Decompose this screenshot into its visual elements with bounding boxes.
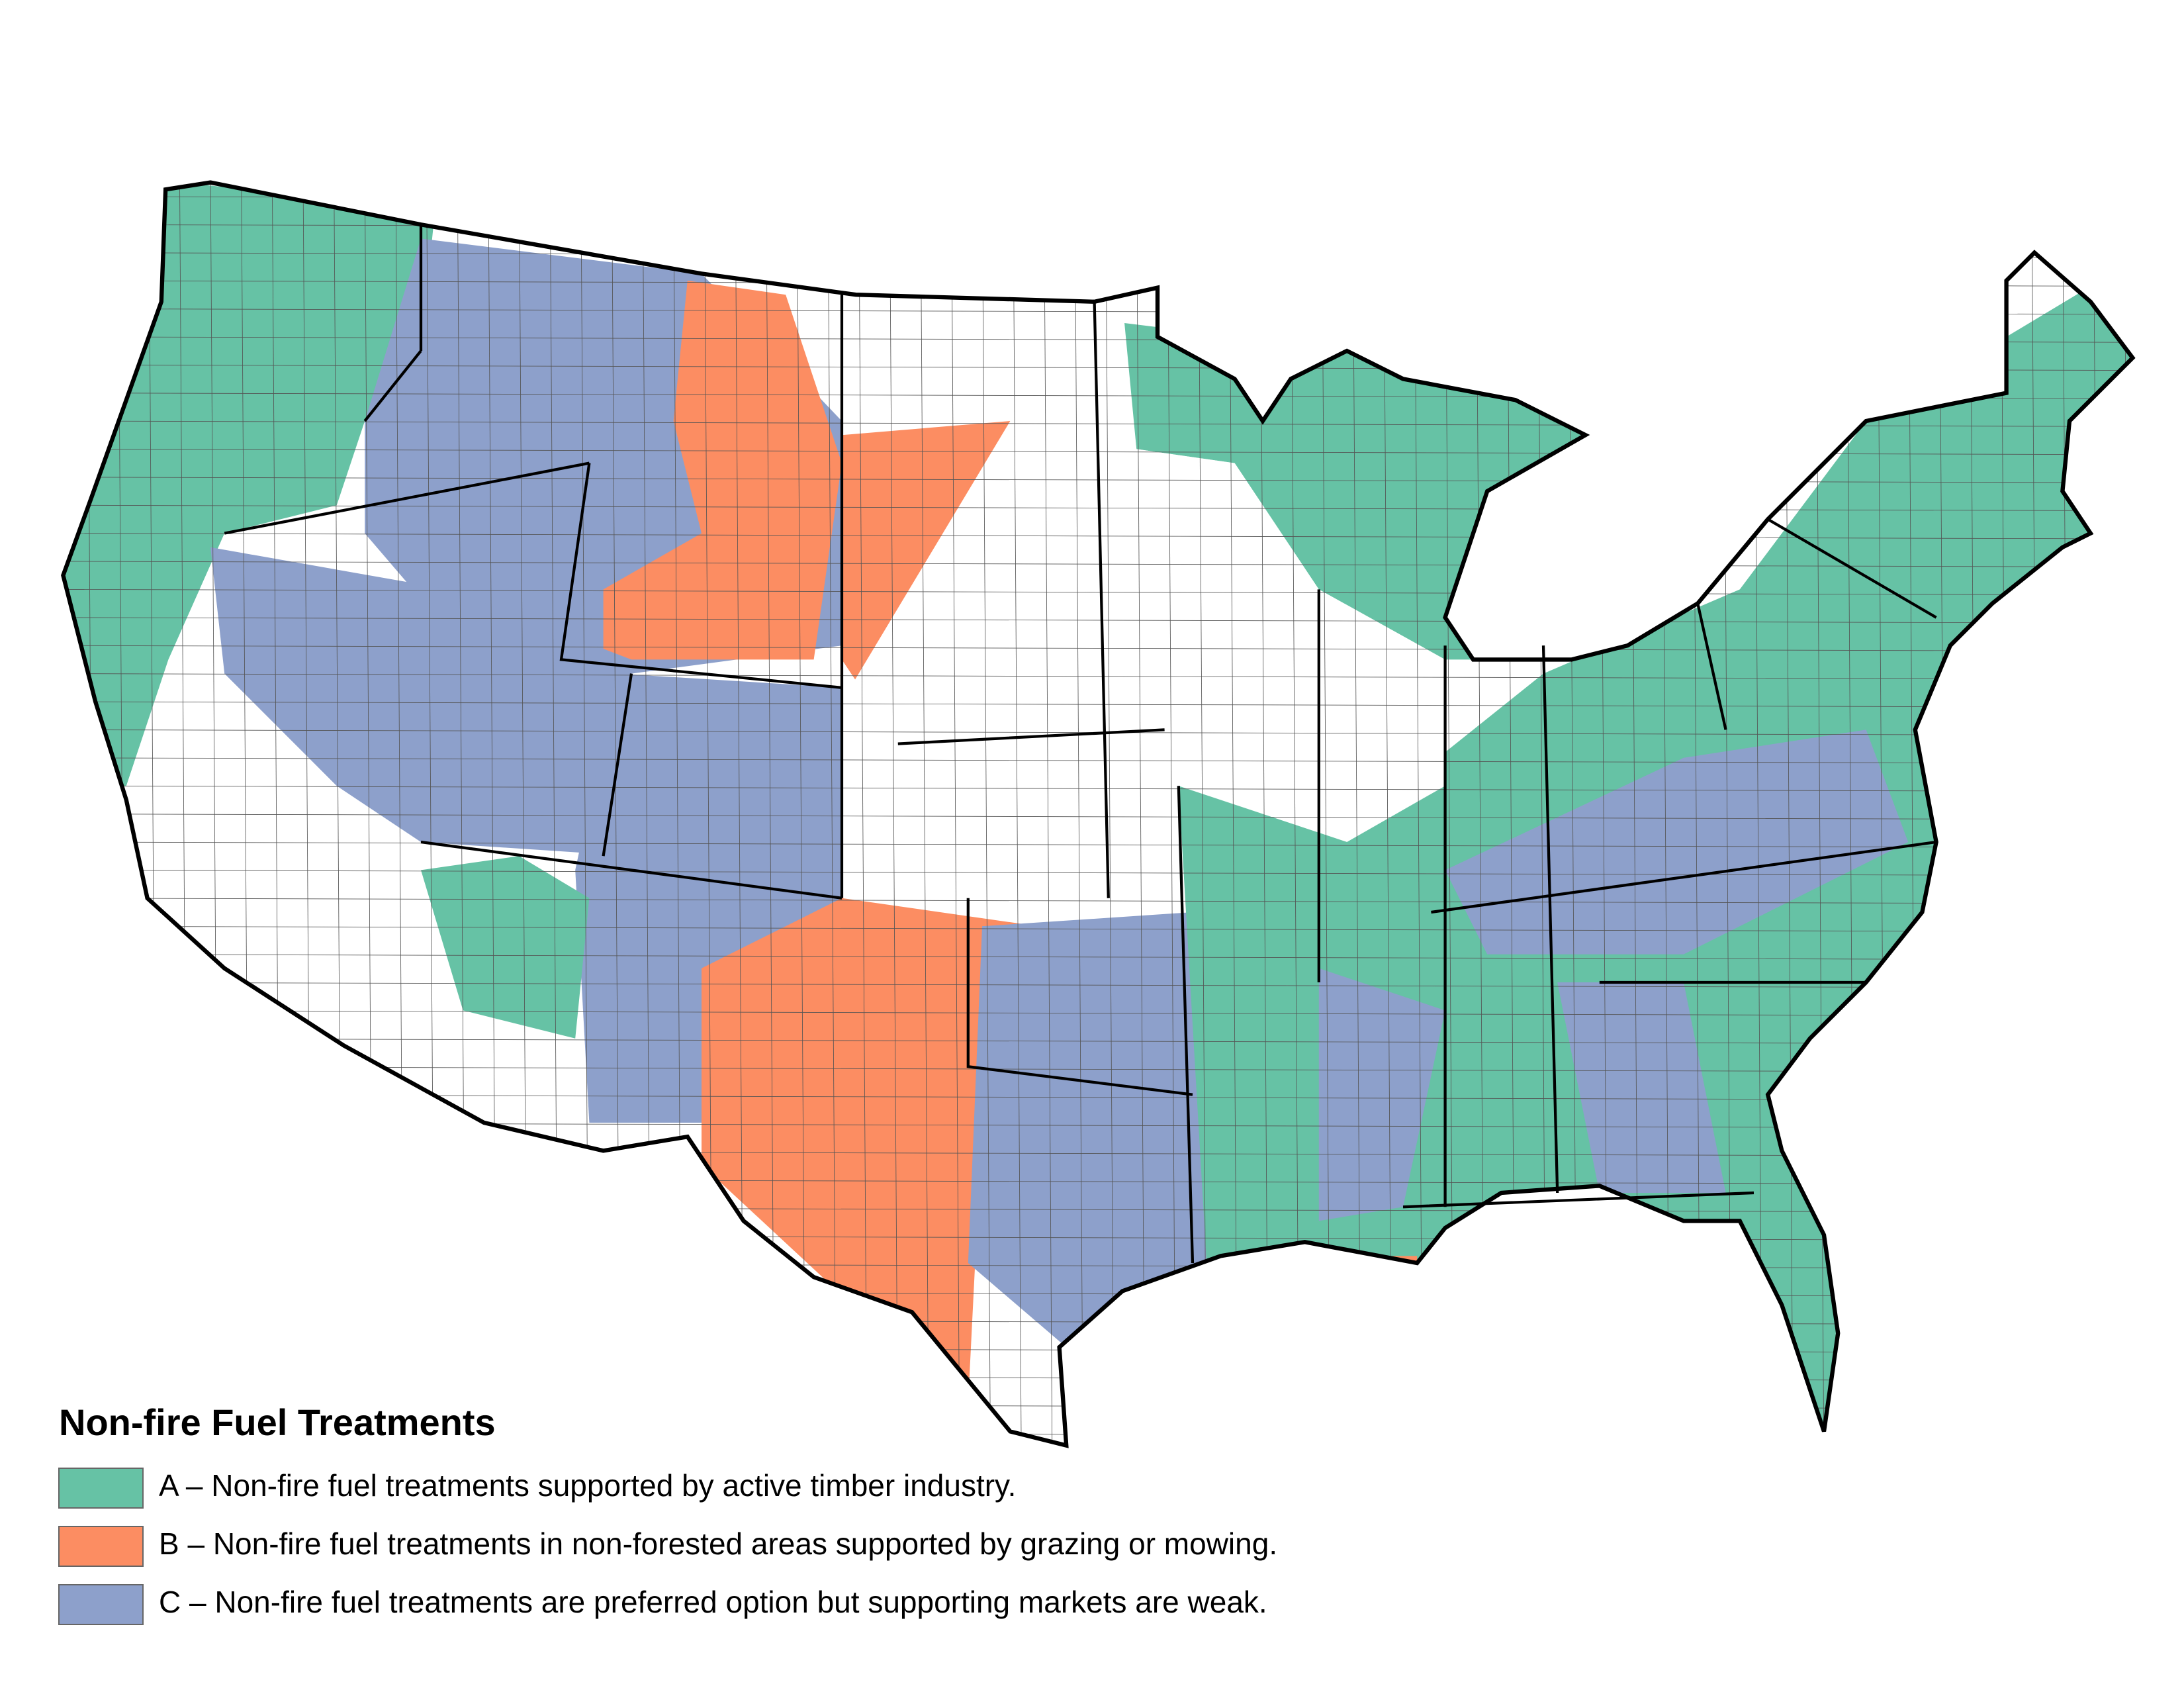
county-line — [950, 182, 960, 1446]
legend-label: B – Non-fire fuel treatments in non-fore… — [159, 1526, 1277, 1561]
county-line — [1013, 182, 1022, 1446]
county-line — [920, 182, 929, 1446]
map-region — [1318, 968, 1445, 1221]
county-line — [858, 182, 868, 1446]
map-region — [968, 912, 1207, 1348]
county-line — [1970, 182, 1979, 1446]
county-line — [1167, 182, 1176, 1446]
county-line — [63, 1375, 2133, 1382]
county-line — [63, 182, 65, 1446]
county-line — [63, 954, 2133, 961]
county-line — [1136, 182, 1146, 1446]
county-line — [56, 168, 2161, 173]
county-line — [63, 673, 2133, 680]
county-line — [63, 477, 2133, 483]
map-region — [210, 547, 631, 857]
county-line — [1198, 182, 1207, 1446]
map-region — [1557, 982, 1726, 1193]
map-region — [420, 856, 590, 1039]
county-line — [63, 588, 2133, 596]
map-region — [1445, 729, 1909, 955]
county-line — [2155, 168, 2163, 1474]
legend-title: Non-fire Fuel Treatments — [59, 1401, 496, 1443]
county-line — [63, 617, 2133, 624]
legend-label: C – Non-fire fuel treatments are preferr… — [159, 1585, 1267, 1619]
county-line — [63, 982, 2133, 988]
map-fill — [56, 168, 2163, 1474]
county-line — [1043, 182, 1053, 1446]
county-line — [63, 701, 2133, 708]
county-line — [56, 1460, 2161, 1465]
county-line — [827, 182, 837, 1446]
legend-swatch — [58, 1584, 144, 1625]
map-region — [702, 898, 1038, 1403]
legend-swatch — [58, 1526, 144, 1567]
county-line — [63, 533, 2133, 539]
county-line — [63, 196, 2133, 203]
county-line — [796, 182, 806, 1446]
map-region — [1269, 1256, 1298, 1278]
county-line — [63, 561, 2133, 567]
county-line — [117, 182, 127, 1446]
county-line — [63, 925, 2133, 933]
county-line — [1105, 182, 1115, 1446]
legend: A – Non-fire fuel treatments supported b… — [58, 1468, 1277, 1625]
map-region — [603, 280, 842, 660]
county-line — [63, 1319, 2133, 1325]
us-map — [0, 0, 2183, 1544]
county-line — [63, 898, 2133, 904]
legend-swatch — [58, 1468, 144, 1509]
state-borders — [224, 224, 1937, 1264]
county-line — [1938, 182, 1948, 1446]
county-line — [889, 182, 899, 1446]
county-line — [87, 182, 96, 1446]
county-line — [63, 814, 2133, 820]
county-line — [981, 182, 991, 1446]
legend-label: A – Non-fire fuel treatments supported b… — [159, 1468, 1016, 1503]
county-line — [63, 785, 2133, 792]
county-line — [63, 757, 2133, 764]
county-line — [63, 1346, 2133, 1354]
county-line — [63, 504, 2133, 512]
county-line — [63, 645, 2133, 652]
county-line — [63, 1009, 2133, 1017]
county-line — [1074, 182, 1084, 1446]
